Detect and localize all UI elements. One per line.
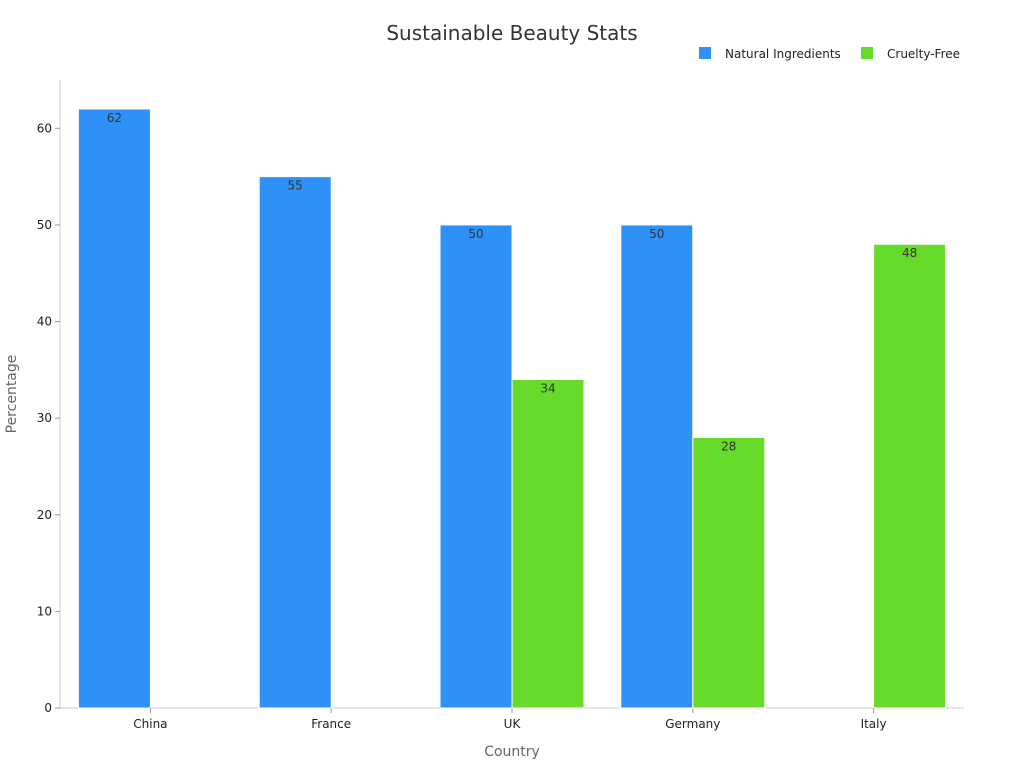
data-label-natural-ingredients-uk: 50 [468,227,483,241]
bar-natural-ingredients-germany [620,224,694,709]
x-tick-label-france: France [311,717,351,731]
data-label-natural-ingredients-germany: 50 [649,227,664,241]
bar-natural-ingredients-france [258,176,332,709]
legend-swatch-cruelty-free [861,47,873,59]
y-tick-label: 0 [44,701,52,715]
x-axis-title: Country [484,744,540,760]
x-tick-label-italy: Italy [861,717,887,731]
y-axis-title: Percentage [4,355,20,434]
data-label-cruelty-free-germany: 28 [721,439,736,453]
x-tick-label-uk: UK [504,717,522,731]
bar-cruelty-free-uk [511,379,585,709]
legend-swatch-natural-ingredients [699,47,711,59]
bar-cruelty-free-germany [692,436,766,709]
bar-cruelty-free-italy [873,243,947,709]
y-tick-label: 30 [37,411,52,425]
y-tick-label: 10 [37,604,52,618]
data-label-natural-ingredients-france: 55 [288,179,303,193]
data-label-natural-ingredients-china: 62 [107,111,122,125]
y-tick-label: 60 [37,121,52,135]
bars: 62 55 50 34 50 28 48 [77,108,947,709]
y-tick-label: 20 [37,508,52,522]
x-tick-label-china: China [133,717,167,731]
bar-natural-ingredients-uk [439,224,513,709]
legend-label-cruelty-free: Cruelty-Free [887,47,960,61]
legend: Natural Ingredients Cruelty-Free [699,47,960,61]
legend-label-natural-ingredients: Natural Ingredients [725,47,841,61]
x-tick-label-germany: Germany [665,717,720,731]
y-tick-label: 40 [37,315,52,329]
x-axis-ticks: China France UK Germany Italy [133,708,887,731]
chart-title: Sustainable Beauty Stats [386,21,637,45]
y-axis-ticks: 0 10 20 30 40 50 60 [37,121,60,715]
data-label-cruelty-free-italy: 48 [902,246,917,260]
y-tick-label: 50 [37,218,52,232]
bar-natural-ingredients-china [77,108,151,709]
data-label-cruelty-free-uk: 34 [540,382,555,396]
